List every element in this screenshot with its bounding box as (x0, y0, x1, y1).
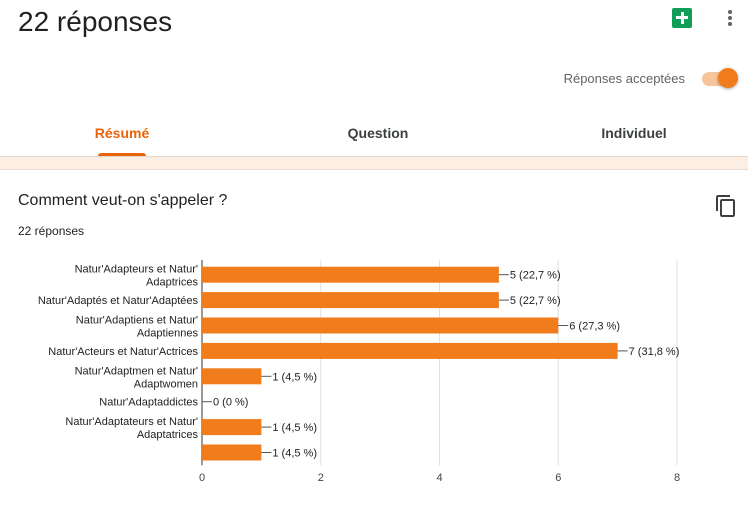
tab-summary-label: Résumé (94, 125, 150, 141)
category-label: Natur'Adapteurs et Natur' Adaptrices (75, 264, 199, 289)
data-label: 1 (4,5 %) (272, 371, 317, 383)
category-label: Natur'Adaptiens et Natur' Adaptiennes (76, 315, 199, 340)
question-response-count: 22 réponses (18, 224, 85, 238)
page-title: 22 réponses (18, 6, 173, 37)
accepting-responses-toggle[interactable] (700, 67, 740, 89)
summary-header: 22 réponses Réponses acceptées Résumé Qu… (0, 0, 748, 170)
more-vert-icon[interactable] (724, 8, 736, 30)
x-tick-label: 6 (555, 472, 561, 484)
category-label: Natur'Adaptateurs et Natur' Adaptatrices (65, 416, 198, 441)
x-tick-label: 0 (199, 472, 205, 484)
category-label: Natur'Adaptmen et Natur' Adaptwomen (75, 365, 198, 390)
bar (202, 292, 499, 309)
tab-summary[interactable]: Résumé (72, 112, 172, 156)
section-divider (0, 156, 748, 170)
accepting-responses-label: Réponses acceptées (563, 71, 685, 86)
data-label: 6 (27,3 %) (569, 321, 620, 333)
category-label: Natur'Adaptaddictes (99, 397, 198, 409)
category-label: Natur'Adaptés et Natur'Adaptées (38, 295, 199, 307)
google-sheets-icon[interactable] (672, 8, 692, 28)
copy-icon[interactable] (714, 194, 738, 218)
tab-individual-label: Individuel (601, 125, 667, 141)
x-tick-label: 8 (674, 472, 680, 484)
data-label: 5 (22,7 %) (510, 270, 561, 282)
tab-question[interactable]: Question (324, 112, 432, 156)
x-tick-label: 2 (318, 472, 324, 484)
x-tick-label: 4 (436, 472, 442, 484)
responses-bar-chart: 0 2 4 6 8 5 (22,7 %) Natur'Adapteurs et Natur'… (38, 260, 680, 484)
data-label: 7 (31,8 %) (629, 346, 680, 358)
tab-individual[interactable]: Individuel (580, 112, 688, 156)
bar (202, 444, 262, 461)
bar (202, 266, 499, 283)
data-label: 0 (0 %) (213, 397, 248, 409)
question-title: Comment veut-on s'appeler ? (18, 192, 228, 209)
tab-bar: Résumé Question Individuel (0, 112, 748, 156)
active-tab-indicator (98, 153, 146, 156)
category-label: Natur'Acteurs et Natur'Actrices (48, 346, 198, 358)
tab-question-label: Question (347, 125, 409, 141)
bar (202, 368, 262, 385)
data-label: 1 (4,5 %) (272, 422, 317, 434)
toggle-knob (718, 68, 738, 88)
data-label: 1 (4,5 %) (272, 448, 317, 460)
bar (202, 317, 559, 334)
bar (202, 342, 618, 359)
bar (202, 419, 262, 436)
data-label: 5 (22,7 %) (510, 295, 561, 307)
